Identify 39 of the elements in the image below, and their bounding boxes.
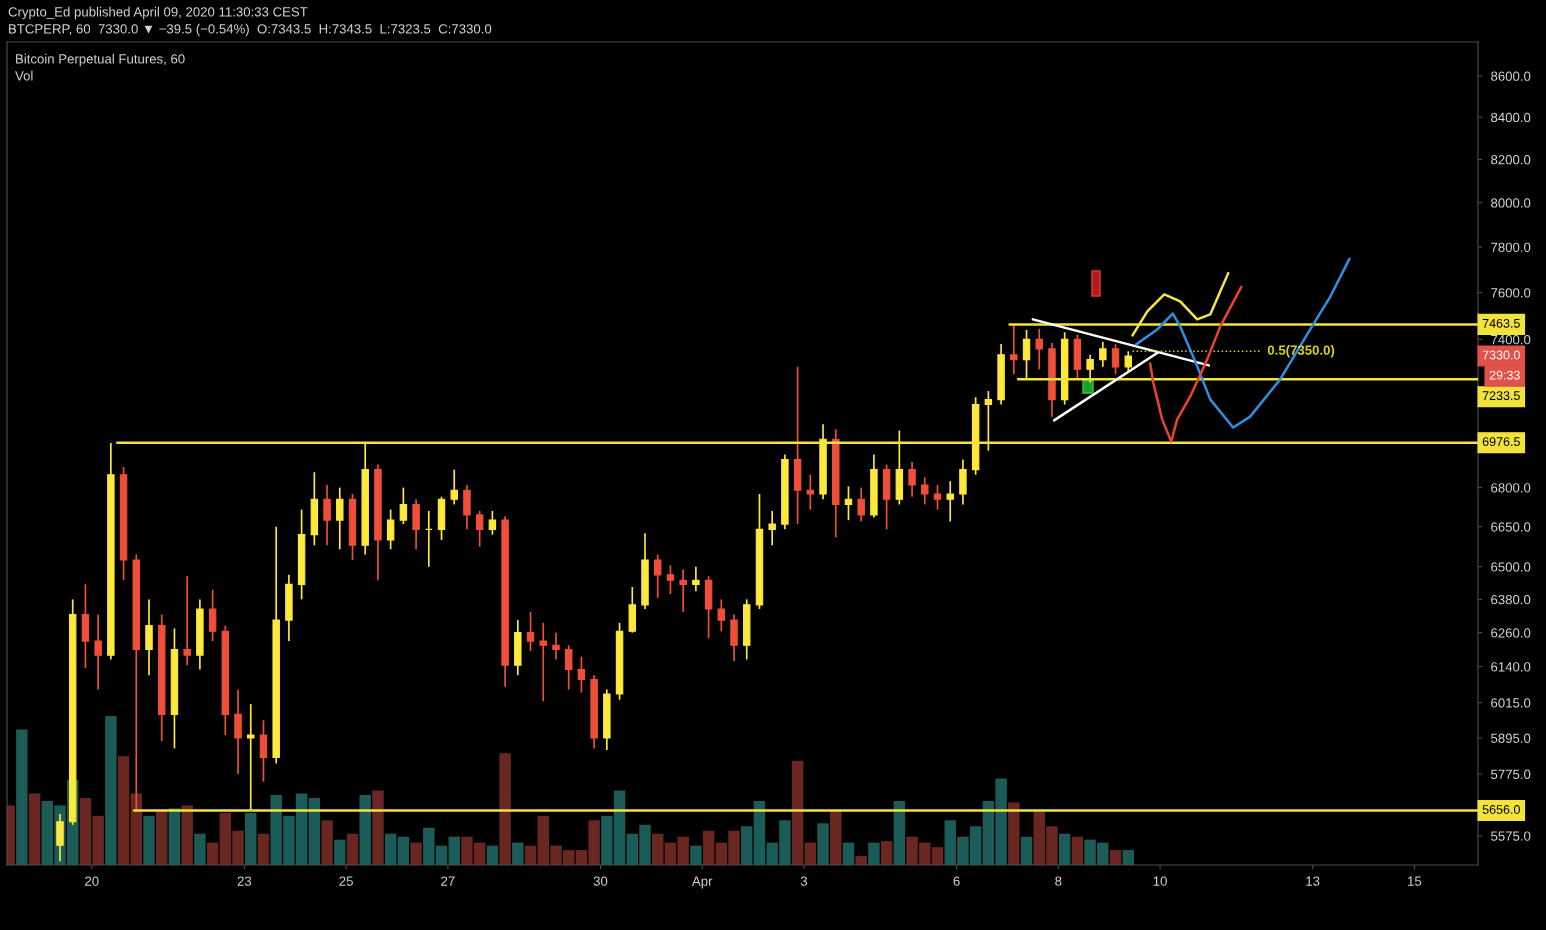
y-tick-label: 5895.0 — [1491, 733, 1531, 743]
y-tick-label: 6500.0 — [1491, 562, 1531, 572]
y-tick-label: 8400.0 — [1491, 112, 1531, 123]
y-tick-label: 6800.0 — [1491, 483, 1531, 493]
y-tick-label: 7800.0 — [1491, 242, 1531, 252]
x-tick-label: 15 — [1408, 876, 1422, 886]
data-label: 7463.5 — [1482, 318, 1520, 328]
data-label: 5656.0 — [1482, 805, 1520, 814]
x-tick-label: 3 — [800, 876, 808, 886]
y-tick-label: 7400.0 — [1491, 334, 1531, 345]
y-tick-label: 6650.0 — [1491, 522, 1531, 532]
text: 7330.0 — [1482, 350, 1520, 360]
x-tick-label: 23 — [237, 876, 252, 886]
y-tick-label: 8600.0 — [1491, 71, 1531, 81]
chart-title: Vol — [15, 70, 33, 81]
data-label: 6976.5 — [1482, 437, 1520, 447]
x-tick-label: 8 — [1055, 876, 1062, 886]
y-tick-label: 5575.0 — [1491, 831, 1531, 841]
x-tick-label: Apr — [691, 876, 713, 889]
y-tick-label: 7600.0 — [1491, 288, 1531, 298]
x-tick-label: 10 — [1153, 876, 1167, 886]
x-tick-label: 27 — [441, 876, 455, 886]
text: BTCPERP, 60 7330.0 ▼ −39.5 (−0.54%) O:7343.5 H:7343.5 L:7323.5 C:7330.0 — [9, 23, 492, 37]
text: 29:33 — [1489, 370, 1520, 380]
x-tick-label: 13 — [1306, 876, 1320, 886]
x-tick-label: 25 — [339, 876, 353, 886]
x-tick-label: 30 — [593, 876, 608, 886]
x-tick-label: 6 — [953, 876, 960, 886]
text: Crypto_Ed published April 09, 2020 11:30:33 CEST — [8, 6, 308, 20]
y-tick-label: 6380.0 — [1491, 594, 1531, 605]
y-tick-label: 8000.0 — [1491, 198, 1531, 208]
text: Bitcoin Perpetual Futures, 60 — [16, 53, 185, 67]
y-tick-label: 6015.0 — [1491, 698, 1531, 708]
data-label: 7233.5 — [1482, 391, 1520, 401]
y-tick-label: 5775.0 — [1491, 769, 1531, 779]
y-tick-label: 6140.0 — [1491, 662, 1531, 672]
x-tick-label: 20 — [85, 876, 99, 886]
y-tick-label: 6260.0 — [1491, 628, 1531, 638]
y-tick-label: 8200.0 — [1491, 154, 1531, 165]
